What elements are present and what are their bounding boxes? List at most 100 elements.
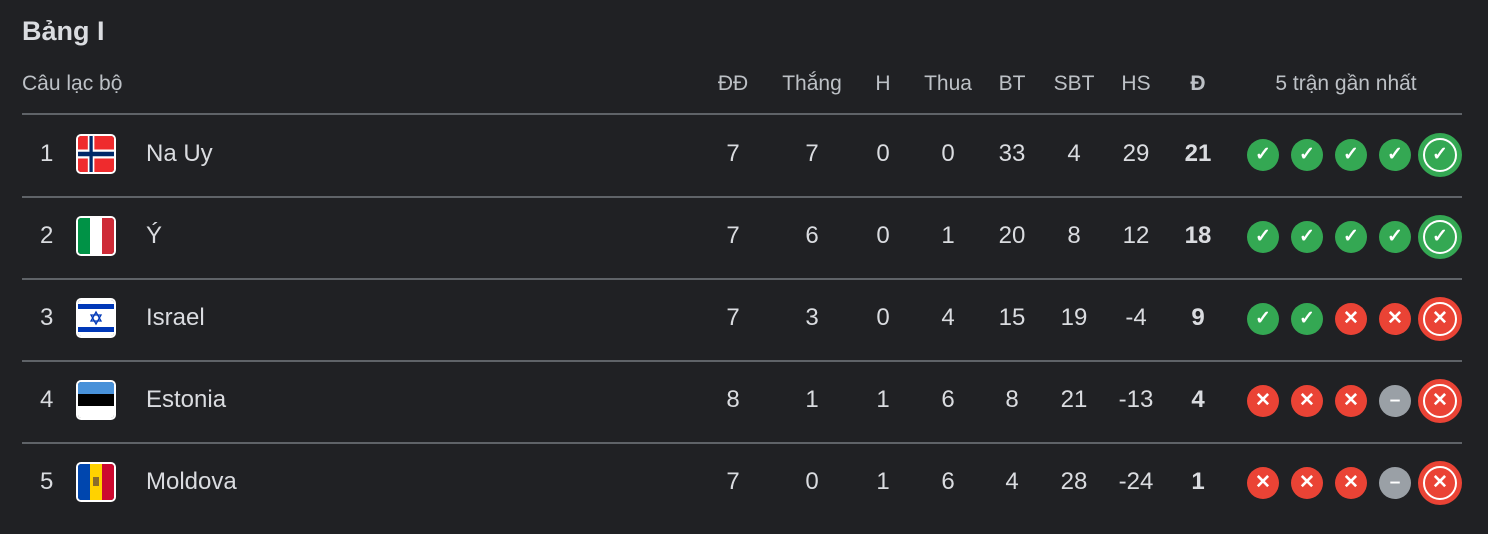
loss-x-icon[interactable]: ✕: [1335, 385, 1367, 417]
win-check-icon[interactable]: ✓: [1379, 221, 1411, 253]
header-lost: Thua: [924, 72, 972, 95]
win-check-icon[interactable]: ✓: [1335, 139, 1367, 171]
cell-drawn: 0: [876, 140, 890, 167]
loss-x-icon[interactable]: ✕: [1291, 467, 1323, 499]
win-check-icon[interactable]: ✓: [1247, 221, 1279, 253]
header-club: Câu lạc bộ: [22, 72, 123, 95]
loss-x-icon[interactable]: ✕: [1418, 461, 1462, 505]
cell-played: 8: [726, 386, 740, 413]
cell-drawn: 0: [876, 222, 890, 249]
cell-gd: -13: [1118, 386, 1154, 413]
loss-x-icon[interactable]: ✕: [1247, 385, 1279, 417]
win-check-icon[interactable]: ✓: [1291, 139, 1323, 171]
rank: 1: [40, 140, 54, 167]
table-row[interactable]: 4 Estonia 8 1 1 6 8 21 -13 4 ✕ ✕ ✕ – ✕: [0, 360, 1488, 442]
divider: [22, 196, 1462, 198]
cell-played: 7: [726, 304, 740, 331]
table-row[interactable]: 3 Israel 7 3 0 4 15 19 -4 9 ✓ ✓ ✕ ✕ ✕: [0, 278, 1488, 360]
cell-ga: 8: [1067, 222, 1081, 249]
win-check-icon[interactable]: ✓: [1291, 221, 1323, 253]
header-drawn: H: [875, 72, 891, 95]
win-check-icon[interactable]: ✓: [1418, 133, 1462, 177]
team-name[interactable]: Moldova: [146, 468, 237, 495]
win-check-icon[interactable]: ✓: [1418, 215, 1462, 259]
cell-played: 7: [726, 222, 740, 249]
table-row[interactable]: 2 Ý 7 6 0 1 20 8 12 18 ✓ ✓ ✓ ✓ ✓: [0, 196, 1488, 278]
win-check-icon[interactable]: ✓: [1247, 303, 1279, 335]
cell-gd: 29: [1122, 140, 1150, 167]
loss-x-icon[interactable]: ✕: [1247, 467, 1279, 499]
flag-norway-icon: [76, 134, 116, 174]
team-name[interactable]: Ý: [146, 222, 163, 249]
table-row[interactable]: 1 Na Uy 7 7 0 0 33 4 29 21 ✓ ✓ ✓ ✓ ✓: [0, 114, 1488, 196]
group-title: Bảng I: [22, 16, 105, 46]
divider: [22, 278, 1462, 280]
cell-lost: 6: [941, 386, 955, 413]
cell-gd: -24: [1118, 468, 1154, 495]
header-played: ĐĐ: [717, 72, 749, 95]
loss-x-icon[interactable]: ✕: [1379, 303, 1411, 335]
rank: 3: [40, 304, 54, 331]
team-name[interactable]: Estonia: [146, 386, 227, 413]
divider: [22, 360, 1462, 362]
win-check-icon[interactable]: ✓: [1247, 139, 1279, 171]
divider: [22, 442, 1462, 444]
cell-pts: 1: [1191, 468, 1205, 495]
cell-gf: 4: [1005, 468, 1019, 495]
cell-gd: -4: [1125, 304, 1147, 331]
cell-won: 1: [805, 386, 819, 413]
cell-ga: 4: [1067, 140, 1081, 167]
cell-gf: 33: [998, 140, 1026, 167]
header-won: Thắng: [782, 72, 842, 95]
cell-pts: 4: [1191, 386, 1205, 413]
win-check-icon[interactable]: ✓: [1379, 139, 1411, 171]
cell-pts: 21: [1184, 140, 1212, 167]
table-row[interactable]: 5 Moldova 7 0 1 6 4 28 -24 1 ✕ ✕ ✕ – ✕: [0, 442, 1488, 524]
loss-x-icon[interactable]: ✕: [1335, 467, 1367, 499]
flag-moldova-icon: [76, 462, 116, 502]
cell-lost: 4: [941, 304, 955, 331]
flag-italy-icon: [76, 216, 116, 256]
cell-drawn: 1: [876, 468, 890, 495]
team-name[interactable]: Israel: [146, 304, 205, 331]
rank: 5: [40, 468, 54, 495]
cell-lost: 0: [941, 140, 955, 167]
cell-drawn: 1: [876, 386, 890, 413]
header-gd: HS: [1121, 72, 1151, 95]
cell-ga: 28: [1060, 468, 1088, 495]
header-form: 5 trận gần nhất: [1275, 72, 1417, 95]
cell-won: 7: [805, 140, 819, 167]
cell-played: 7: [726, 468, 740, 495]
cell-pts: 18: [1184, 222, 1212, 249]
loss-x-icon[interactable]: ✕: [1418, 379, 1462, 423]
cell-gd: 12: [1122, 222, 1150, 249]
cell-won: 0: [805, 468, 819, 495]
draw-dash-icon[interactable]: –: [1379, 467, 1411, 499]
flag-israel-icon: [76, 298, 116, 338]
draw-dash-icon[interactable]: –: [1379, 385, 1411, 417]
cell-gf: 15: [998, 304, 1026, 331]
cell-lost: 1: [941, 222, 955, 249]
cell-won: 3: [805, 304, 819, 331]
cell-gf: 20: [998, 222, 1026, 249]
team-name[interactable]: Na Uy: [146, 140, 213, 167]
loss-x-icon[interactable]: ✕: [1291, 385, 1323, 417]
win-check-icon[interactable]: ✓: [1335, 221, 1367, 253]
loss-x-icon[interactable]: ✕: [1335, 303, 1367, 335]
header-gf: BT: [998, 72, 1026, 95]
divider: [22, 113, 1462, 115]
cell-ga: 19: [1060, 304, 1088, 331]
rank: 2: [40, 222, 54, 249]
cell-played: 7: [726, 140, 740, 167]
win-check-icon[interactable]: ✓: [1291, 303, 1323, 335]
header-points: Đ: [1190, 72, 1206, 95]
cell-drawn: 0: [876, 304, 890, 331]
cell-won: 6: [805, 222, 819, 249]
loss-x-icon[interactable]: ✕: [1418, 297, 1462, 341]
rank: 4: [40, 386, 54, 413]
flag-estonia-icon: [76, 380, 116, 420]
header-ga: SBT: [1053, 72, 1095, 95]
cell-lost: 6: [941, 468, 955, 495]
cell-ga: 21: [1060, 386, 1088, 413]
cell-gf: 8: [1005, 386, 1019, 413]
